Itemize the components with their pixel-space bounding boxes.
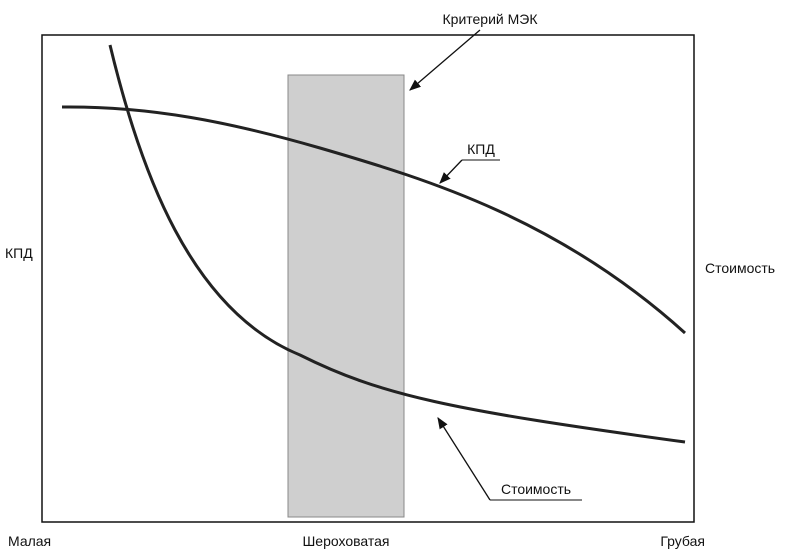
- cost-curve: [108, 44, 686, 444]
- frame: [41, 34, 695, 523]
- criterion-arrow: [409, 29, 481, 91]
- efficiency-axis-label: КПД: [5, 245, 33, 261]
- x-left-label: Малая: [8, 533, 51, 549]
- efficiency-curve: [61, 105, 687, 335]
- efficiency-arrow: [439, 159, 463, 184]
- cost-arrow: [437, 417, 491, 501]
- cost-curve-label: Стоимость: [501, 481, 571, 497]
- cost-axis-label: Стоимость: [705, 260, 775, 276]
- efficiency-curve-label: КПД: [467, 141, 495, 157]
- x-middle-label: Шероховатая: [302, 533, 389, 549]
- criterion-band: [287, 74, 405, 518]
- criterion-label: Критерий МЭК: [443, 11, 539, 27]
- x-right-label: Грубая: [660, 533, 705, 549]
